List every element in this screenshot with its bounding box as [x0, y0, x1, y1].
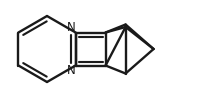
Text: N: N — [67, 21, 76, 34]
Text: N: N — [67, 64, 76, 77]
